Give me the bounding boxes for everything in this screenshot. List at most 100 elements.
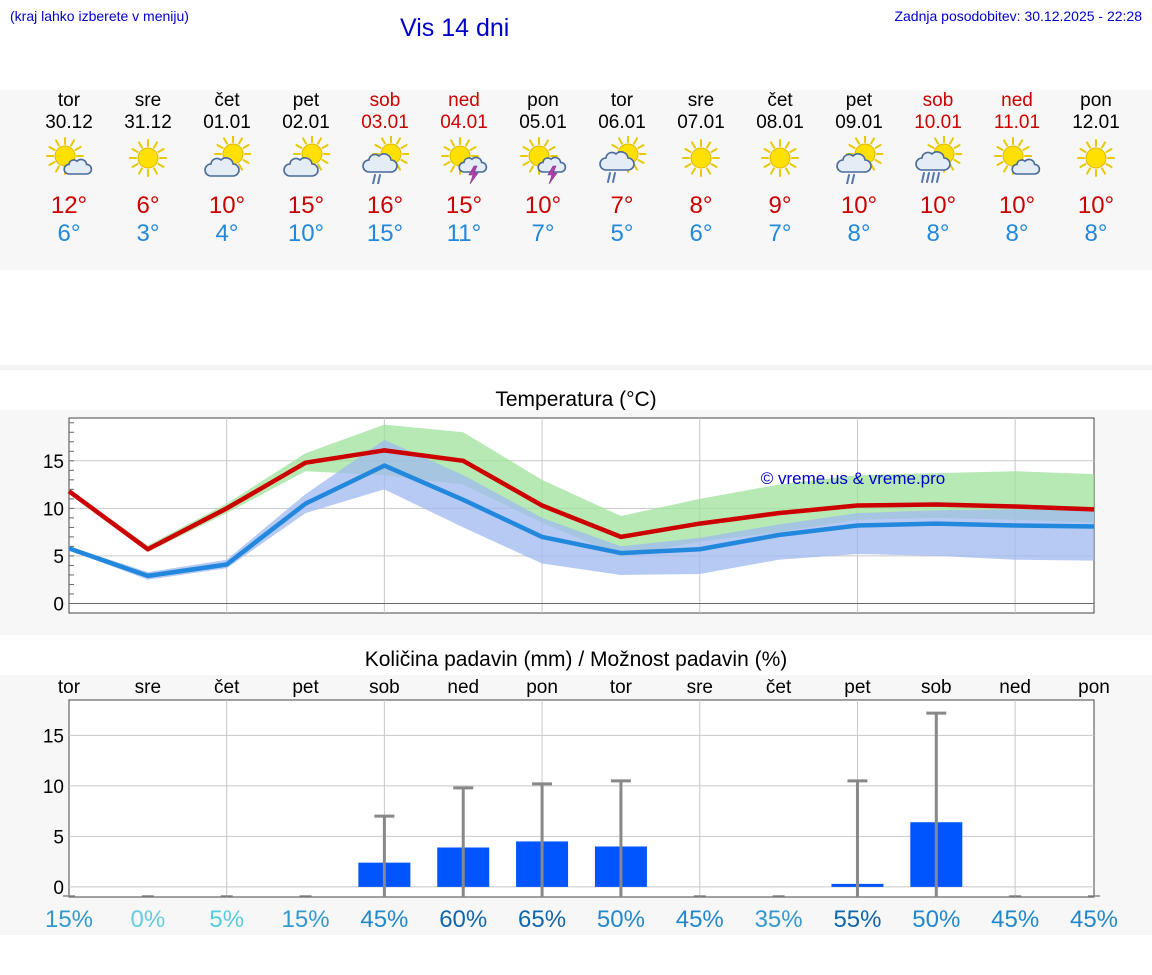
day-name: sre <box>134 90 162 111</box>
min-temperature: 8° <box>1005 220 1029 247</box>
max-temperature: 8° <box>689 192 713 219</box>
x-category-label: sre <box>135 677 161 698</box>
day-date: 11.01 <box>993 112 1041 133</box>
x-category-label: čet <box>766 677 792 698</box>
day-date: 09.01 <box>835 112 883 133</box>
x-category-label: tor <box>58 677 81 698</box>
min-temperature: 6° <box>57 220 81 247</box>
min-temperature: 7° <box>768 220 792 247</box>
y-tick-label: 0 <box>53 878 64 899</box>
y-tick-label: 10 <box>43 499 64 520</box>
sun-icon <box>129 139 167 177</box>
precipitation-chance: 65% <box>518 906 566 933</box>
day-date: 01.01 <box>203 112 251 133</box>
cloud-sun-rain-icon <box>599 136 646 183</box>
day-date: 07.01 <box>677 112 725 133</box>
precipitation-chance: 50% <box>912 906 960 933</box>
max-temperature: 10° <box>998 192 1036 219</box>
day-name: čet <box>767 90 793 111</box>
sun-thunder-icon <box>520 137 567 184</box>
min-temperature: 11° <box>446 220 482 247</box>
day-name: ned <box>1001 90 1033 111</box>
sun-cloud-rain-icon <box>836 136 883 184</box>
max-temperature: 9° <box>768 192 792 219</box>
forecast-day: čet 08.01 9° 7° <box>740 90 820 248</box>
y-tick-label: 0 <box>53 594 64 615</box>
y-tick-label: 5 <box>53 547 64 568</box>
precipitation-chart-title: Količina padavin (mm) / Možnost padavin … <box>364 648 788 671</box>
precipitation-chance: 35% <box>755 906 803 933</box>
forecast-day: pon 12.01 10° 8° <box>1056 90 1136 248</box>
day-date: 10.01 <box>914 112 962 133</box>
forecast-day: ned 04.01 15° 11° <box>424 90 504 248</box>
precipitation-error-bar <box>847 779 868 897</box>
page-title: Vis 14 dni <box>400 14 510 42</box>
max-temperature: 7° <box>610 192 634 219</box>
sun-cloud-icon <box>994 137 1041 175</box>
precipitation-chance: 55% <box>833 906 881 933</box>
day-name: tor <box>57 90 81 111</box>
precipitation-chance: 15% <box>45 906 93 933</box>
day-date: 02.01 <box>282 112 330 133</box>
divider <box>0 365 1152 370</box>
x-category-label: pon <box>1078 677 1110 698</box>
day-name: ned <box>448 90 480 111</box>
precipitation-chance: 50% <box>597 906 645 933</box>
x-category-label: pet <box>292 677 319 698</box>
day-date: 12.01 <box>1072 112 1120 133</box>
x-category-label: pon <box>526 677 558 698</box>
day-name: pon <box>1080 90 1112 111</box>
y-tick-label: 15 <box>43 452 64 473</box>
min-temperature: 8° <box>926 220 950 247</box>
min-temperature: 8° <box>1084 220 1108 247</box>
max-temperature: 10° <box>1077 192 1115 219</box>
precipitation-chance: 5% <box>209 906 244 933</box>
min-temperature-line <box>68 463 1095 579</box>
x-category-label: pet <box>844 677 871 698</box>
cloud-sun-icon <box>283 136 330 177</box>
precipitation-error-bar <box>610 779 631 897</box>
x-category-label: sre <box>687 677 713 698</box>
precipitation-chance: 45% <box>1070 906 1118 933</box>
sun-cloud-icon <box>46 137 93 175</box>
min-temperature: 8° <box>847 220 871 247</box>
x-category-label: čet <box>214 677 240 698</box>
x-category-label: ned <box>999 677 1031 698</box>
day-name: sob <box>922 90 954 111</box>
forecast-day: pon 05.01 10° 7° <box>503 90 583 248</box>
day-name: pon <box>527 90 559 111</box>
day-name: sre <box>687 90 715 111</box>
last-updated: Zadnja posodobitev: 30.12.2025 - 22:28 <box>894 8 1142 24</box>
temperature-chart: 0 5 10 15 © vreme.us & vreme.pro <box>43 417 1095 615</box>
precipitation-chance: 15% <box>282 906 330 933</box>
sun-icon <box>761 139 799 177</box>
day-name: pet <box>845 90 873 111</box>
max-temperature: 10° <box>919 192 957 219</box>
x-category-label: sob <box>921 677 952 698</box>
day-name: sob <box>369 90 401 111</box>
sun-thunder-icon <box>441 137 488 184</box>
forecast-day: tor 30.12 12° 6° <box>29 90 109 248</box>
max-temperature: 16° <box>366 192 404 219</box>
x-category-label: tor <box>610 677 633 698</box>
day-date: 31.12 <box>124 112 172 133</box>
forecast-day: čet 01.01 10° 4° <box>187 90 267 248</box>
min-temperature: 5° <box>610 220 634 247</box>
y-tick-label: 10 <box>43 777 64 798</box>
day-date: 08.01 <box>756 112 804 133</box>
forecast-day: tor 06.01 7° 5° <box>582 90 662 248</box>
watermark: © vreme.us & vreme.pro <box>761 469 945 488</box>
precipitation-chance: 45% <box>991 906 1039 933</box>
forecast-day: ned 11.01 10° 8° <box>977 90 1057 248</box>
forecast-day: pet 02.01 15° 10° <box>266 90 346 248</box>
cloud-sun-icon <box>204 136 251 177</box>
sun-icon <box>682 139 720 177</box>
day-date: 30.12 <box>45 112 93 133</box>
max-temperature: 10° <box>524 192 562 219</box>
max-temperature: 10° <box>208 192 246 219</box>
day-date: 03.01 <box>361 112 409 133</box>
forecast-band <box>0 90 1152 270</box>
min-temperature: 15° <box>366 220 404 247</box>
precipitation-chart: tor sre čet pet sob ned pon tor sre čet pet sob ned p… <box>43 677 1118 933</box>
forecast-day: sre 07.01 8° 6° <box>661 90 741 248</box>
